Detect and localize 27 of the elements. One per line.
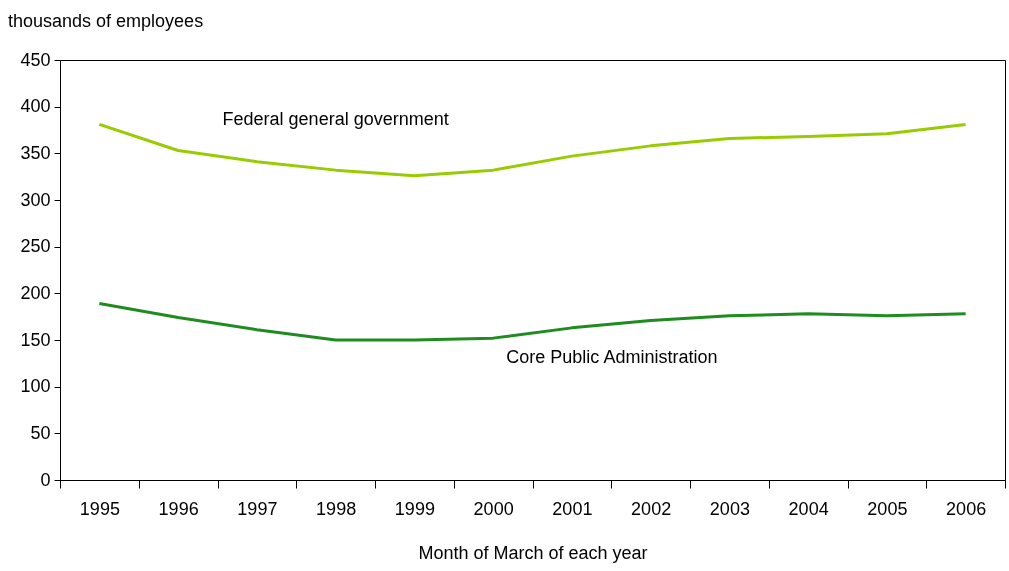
x-tick-label: 1997 xyxy=(237,498,278,519)
y-tick-label: 350 xyxy=(20,142,51,163)
x-tick-label: 2005 xyxy=(867,498,908,519)
x-tick-label: 2001 xyxy=(552,498,593,519)
series-label: Core Public Administration xyxy=(506,346,718,367)
y-tick-label: 200 xyxy=(20,282,51,303)
series-label: Federal general government xyxy=(222,109,449,130)
y-tick-label: 450 xyxy=(20,49,51,70)
y-tick-label: 0 xyxy=(40,469,51,490)
line-series xyxy=(97,302,968,342)
y-tick-label: 100 xyxy=(20,376,51,397)
y-axis-title: thousands of employees xyxy=(8,11,204,31)
x-tick-label: 2003 xyxy=(709,498,750,519)
y-tick-label: 250 xyxy=(20,236,51,257)
x-tick-label: 1995 xyxy=(79,498,120,519)
x-tick-label: 2004 xyxy=(788,498,829,519)
y-tick-label: 400 xyxy=(20,96,51,117)
y-tick-label: 150 xyxy=(20,329,51,350)
x-tick-label: 1996 xyxy=(158,498,199,519)
x-tick-label: 2006 xyxy=(946,498,987,519)
y-tick-label: 300 xyxy=(20,189,51,210)
x-axis-title: Month of March of each year xyxy=(418,542,648,563)
x-tick-label: 1999 xyxy=(394,498,435,519)
y-tick-label: 50 xyxy=(30,422,51,443)
x-tick-label: 1998 xyxy=(316,498,357,519)
x-tick-label: 2002 xyxy=(631,498,672,519)
x-tick-label: 2000 xyxy=(473,498,514,519)
